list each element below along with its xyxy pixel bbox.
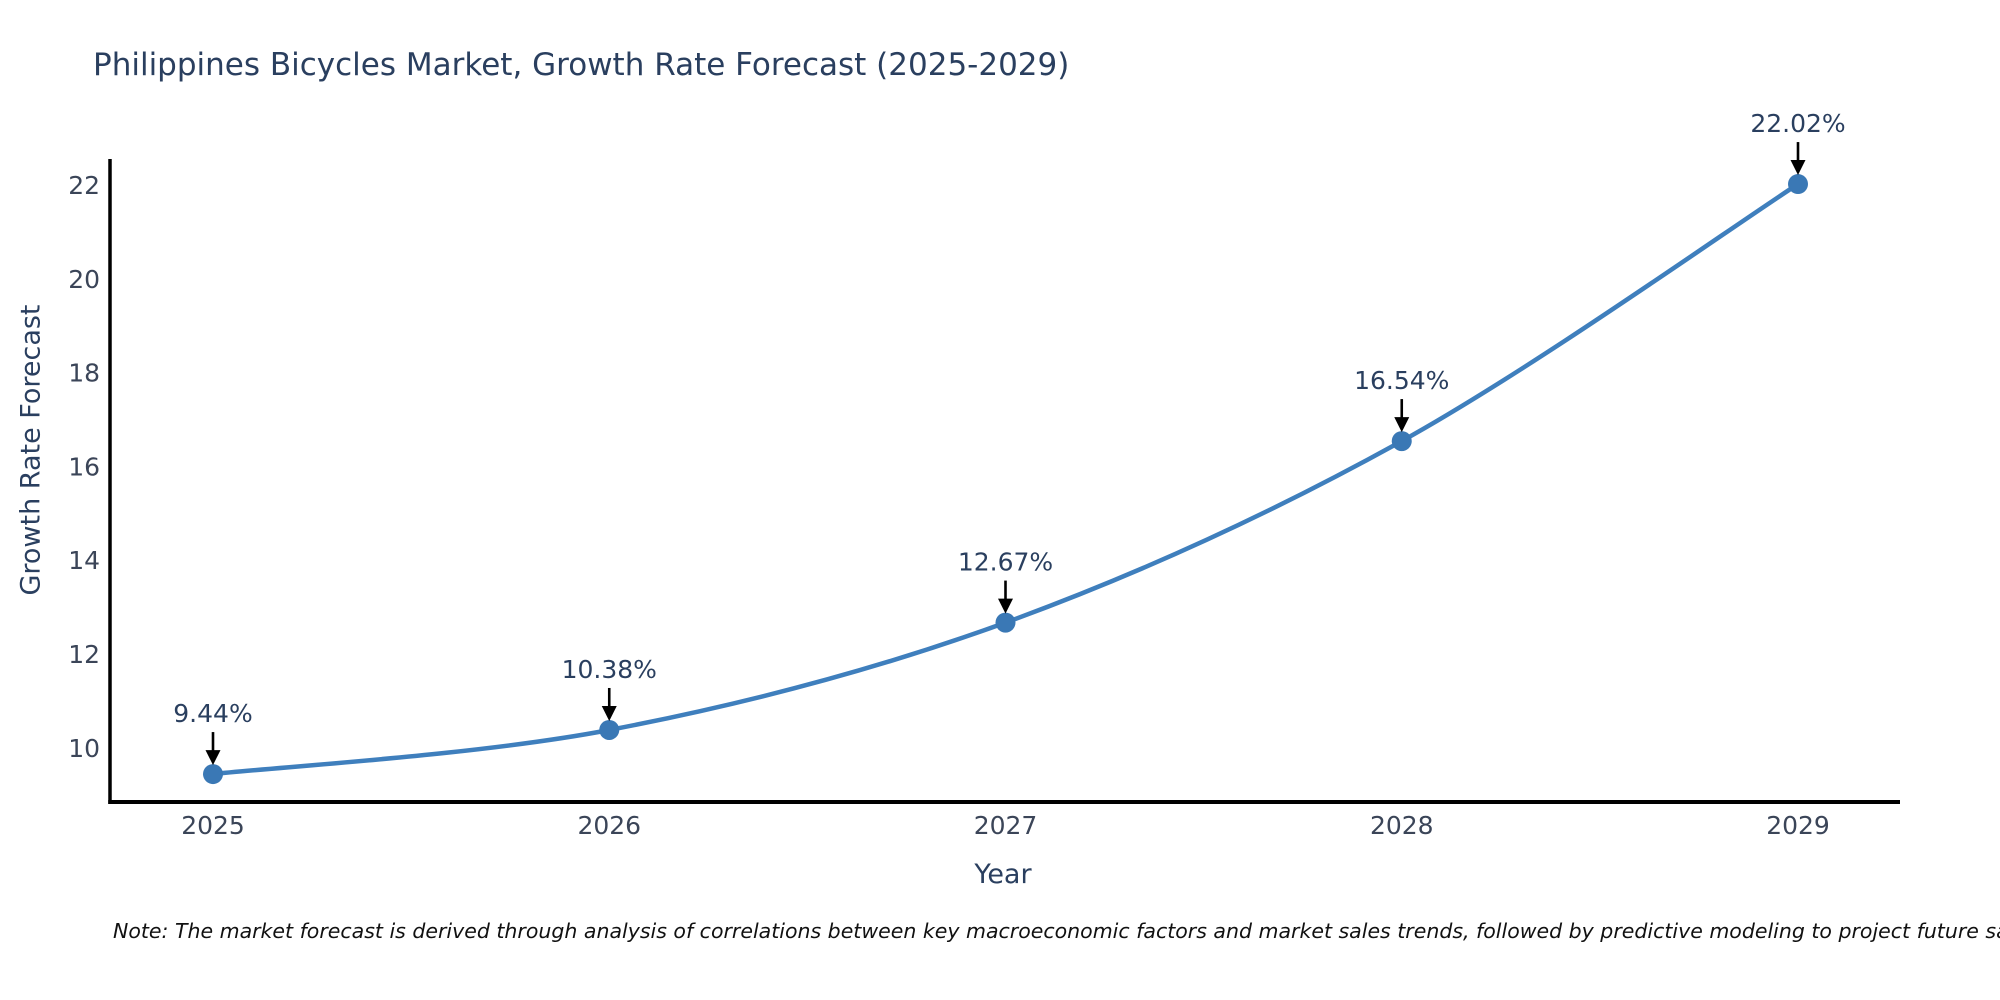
y-tick-label: 14 [68,546,100,575]
x-tick-label: 2029 [1766,811,1830,840]
data-point-marker [995,612,1016,633]
y-tick-label: 20 [68,265,100,294]
y-tick-label: 10 [68,734,100,763]
point-value-label: 9.44% [173,699,252,728]
data-point-marker [599,719,620,740]
x-tick-label: 2026 [577,811,641,840]
footnote: Note: The market forecast is derived thr… [113,919,2000,943]
x-tick-label: 2025 [181,811,245,840]
point-value-label: 16.54% [1354,366,1449,395]
annotation-arrow-head [601,705,617,721]
y-tick-label: 16 [68,452,100,481]
point-value-label: 22.02% [1750,109,1845,138]
data-point-marker [1788,174,1808,195]
annotation-arrow-head [205,750,221,766]
annotation-arrow-head [1790,160,1806,176]
data-point-marker [1391,431,1412,452]
annotation-arrow-head [998,598,1013,614]
x-axis-title: Year [974,859,1032,890]
annotation-arrow-head [1394,417,1410,433]
data-point-marker [203,764,223,785]
point-value-label: 10.38% [562,655,657,684]
point-value-label: 12.67% [958,548,1053,577]
y-tick-label: 18 [68,359,100,388]
chart-title: Philippines Bicycles Market, Growth Rate… [93,47,1070,83]
x-tick-label: 2028 [1370,811,1434,840]
y-tick-label: 12 [68,640,100,669]
x-tick-label: 2027 [974,811,1038,840]
y-tick-label: 22 [68,171,100,200]
trend-line [210,181,1801,777]
